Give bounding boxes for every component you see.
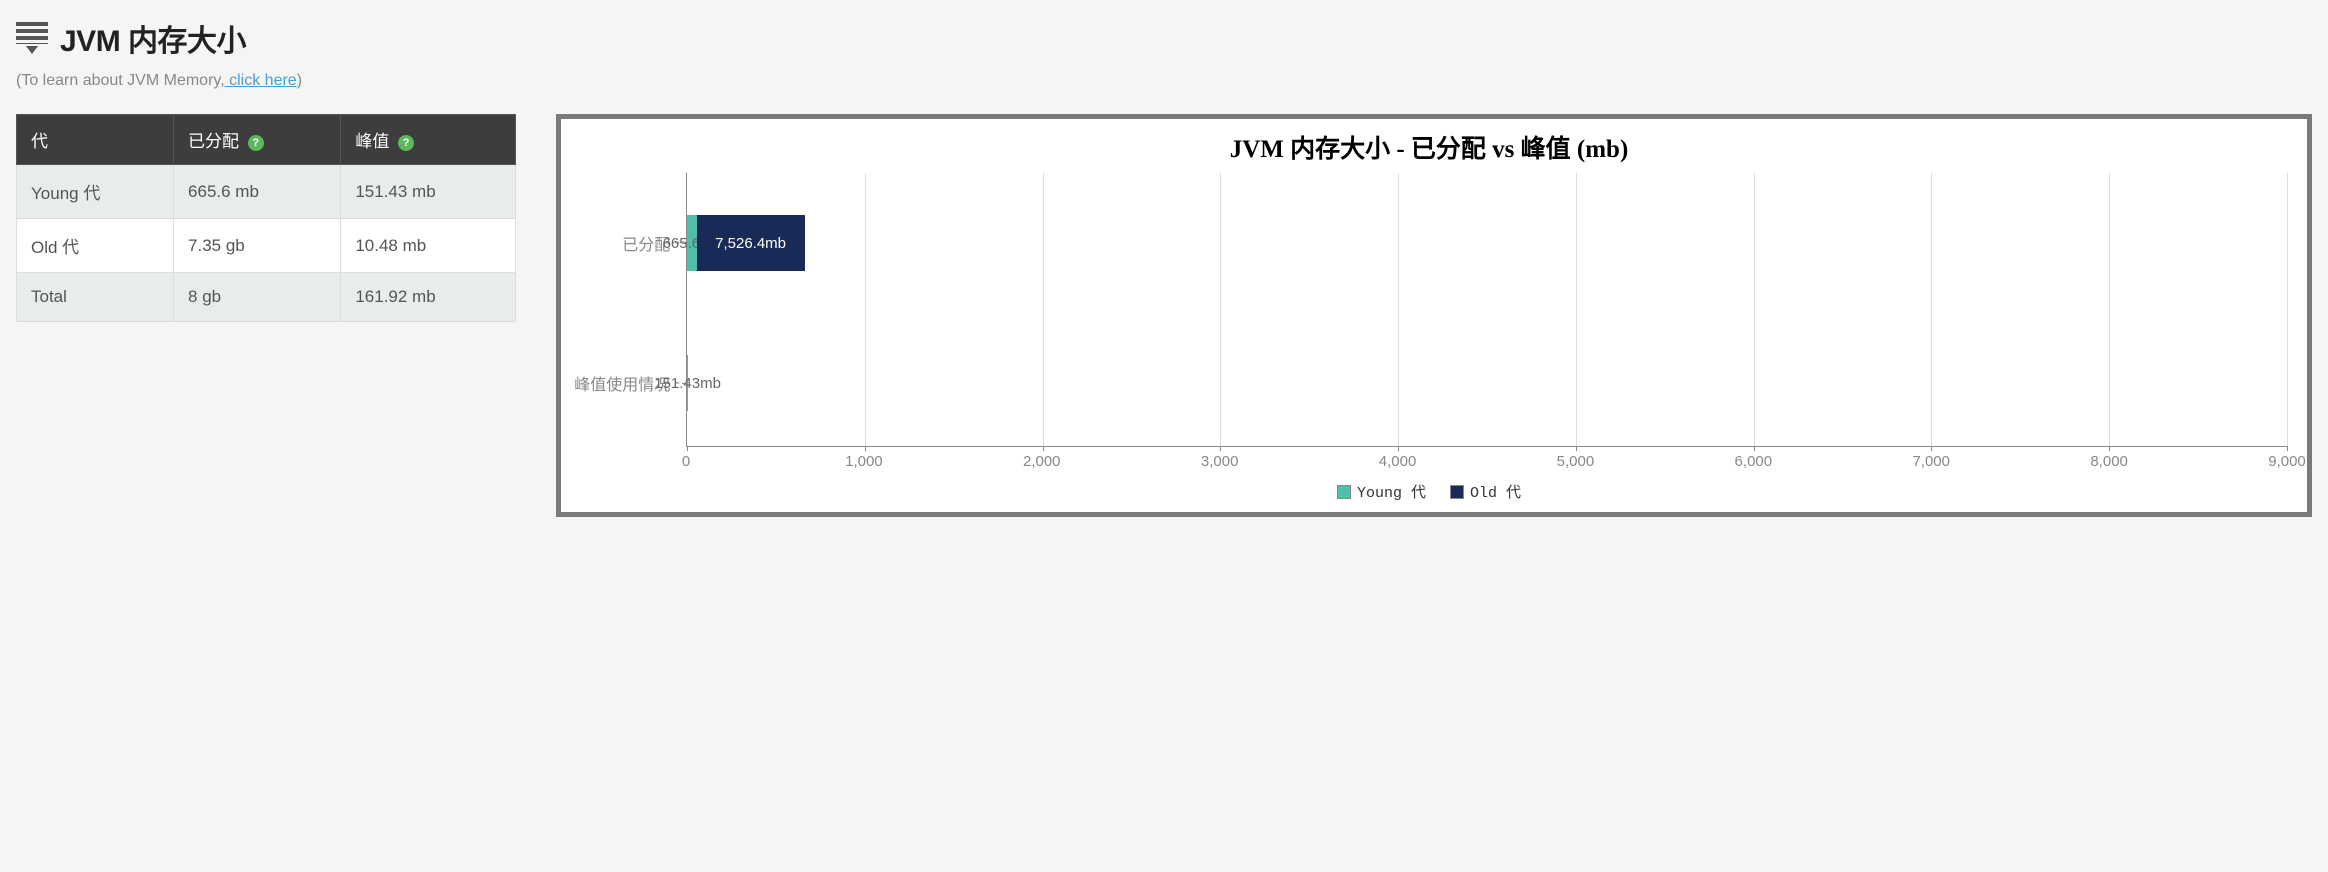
help-icon[interactable]: ?: [248, 135, 264, 151]
x-tick-mark: [2109, 446, 2110, 451]
plot-wrap: 665.6mb7,526.4mb151.43mb 01,0002,0003,00…: [686, 173, 2287, 473]
x-tick-label: 6,000: [1735, 453, 1773, 470]
x-axis: 01,0002,0003,0004,0005,0006,0007,0008,00…: [686, 453, 2287, 473]
cell-generation: Old 代: [17, 219, 174, 273]
legend-item-young: Young 代: [1337, 481, 1426, 502]
learn-more-link[interactable]: click here: [225, 72, 297, 89]
x-tick-label: 5,000: [1557, 453, 1595, 470]
chart-legend: Young 代 Old 代: [571, 481, 2287, 502]
x-tick-label: 2,000: [1023, 453, 1061, 470]
col-allocated: 已分配 ?: [174, 115, 341, 165]
help-icon[interactable]: ?: [398, 135, 414, 151]
bar-row: 151.43mb: [687, 355, 754, 411]
chart-body: 已分配 - 峰值使用情况 - 665.6mb7,526.4mb151.43mb …: [571, 173, 2287, 473]
content-row: 代 已分配 ? 峰值 ? Young 代 665.6 mb 151.43 mb …: [16, 114, 2312, 517]
subtitle: (To learn about JVM Memory, click here): [16, 72, 2312, 90]
bar-value-label: 7,526.4mb: [715, 235, 786, 252]
grid-line: [1398, 173, 1399, 446]
bar-segment-old: 7,526.4mb: [697, 215, 805, 271]
x-tick-mark: [1931, 446, 1932, 451]
table-row: Young 代 665.6 mb 151.43 mb: [17, 165, 516, 219]
cell-generation: Total: [17, 273, 174, 322]
x-tick-label: 0: [682, 453, 690, 470]
x-tick-label: 7,000: [1912, 453, 1950, 470]
bar-row: 665.6mb 7,526.4mb: [687, 215, 816, 271]
table-header-row: 代 已分配 ? 峰值 ?: [17, 115, 516, 165]
x-tick-mark: [1576, 446, 1577, 451]
y-axis-labels: 已分配 - 峰值使用情况 -: [571, 173, 686, 453]
legend-label-young: Young 代: [1357, 481, 1426, 502]
legend-swatch-old: [1450, 485, 1464, 499]
cell-peak: 161.92 mb: [341, 273, 516, 322]
plot-area: 665.6mb 7,526.4mb 151.43mb: [686, 173, 2287, 447]
legend-swatch-young: [1337, 485, 1351, 499]
grid-line: [1043, 173, 1044, 446]
cell-generation: Young 代: [17, 165, 174, 219]
col-generation: 代: [17, 115, 174, 165]
legend-label-old: Old 代: [1470, 481, 1521, 502]
x-tick-mark: [1754, 446, 1755, 451]
x-tick-mark: [687, 446, 688, 451]
x-tick-label: 3,000: [1201, 453, 1239, 470]
subtitle-suffix: ): [297, 72, 302, 89]
cell-allocated: 665.6 mb: [174, 165, 341, 219]
cell-peak: 10.48 mb: [341, 219, 516, 273]
legend-item-old: Old 代: [1450, 481, 1521, 502]
page-header: JVM 内存大小: [16, 16, 2312, 60]
x-tick-mark: [1043, 446, 1044, 451]
chart-title: JVM 内存大小 - 已分配 vs 峰值 (mb): [571, 129, 2287, 165]
grid-line: [1576, 173, 1577, 446]
x-tick-label: 8,000: [2090, 453, 2128, 470]
table-row: Total 8 gb 161.92 mb: [17, 273, 516, 322]
grid-line: [2287, 173, 2288, 446]
section-icon: [16, 22, 48, 54]
col-peak-label: 峰值: [355, 132, 389, 151]
bar-segment-young: 665.6mb: [687, 215, 697, 271]
subtitle-prefix: (To learn about JVM Memory,: [16, 72, 225, 89]
cell-allocated: 7.35 gb: [174, 219, 341, 273]
page-title: JVM 内存大小: [60, 16, 246, 60]
cell-peak: 151.43 mb: [341, 165, 516, 219]
x-tick-mark: [1220, 446, 1221, 451]
x-tick-label: 1,000: [845, 453, 883, 470]
cell-allocated: 8 gb: [174, 273, 341, 322]
table-row: Old 代 7.35 gb 10.48 mb: [17, 219, 516, 273]
x-tick-label: 4,000: [1379, 453, 1417, 470]
grid-line: [1754, 173, 1755, 446]
x-tick-mark: [865, 446, 866, 451]
x-tick-mark: [2287, 446, 2288, 451]
memory-table: 代 已分配 ? 峰值 ? Young 代 665.6 mb 151.43 mb …: [16, 114, 516, 322]
grid-line: [1220, 173, 1221, 446]
grid-line: [865, 173, 866, 446]
x-tick-mark: [1398, 446, 1399, 451]
chart-panel: JVM 内存大小 - 已分配 vs 峰值 (mb) 已分配 - 峰值使用情况 -…: [556, 114, 2312, 517]
x-tick-label: 9,000: [2268, 453, 2306, 470]
grid-line: [2109, 173, 2110, 446]
grid-line: [1931, 173, 1932, 446]
col-peak: 峰值 ?: [341, 115, 516, 165]
col-allocated-label: 已分配: [188, 132, 239, 151]
col-generation-label: 代: [31, 132, 48, 151]
